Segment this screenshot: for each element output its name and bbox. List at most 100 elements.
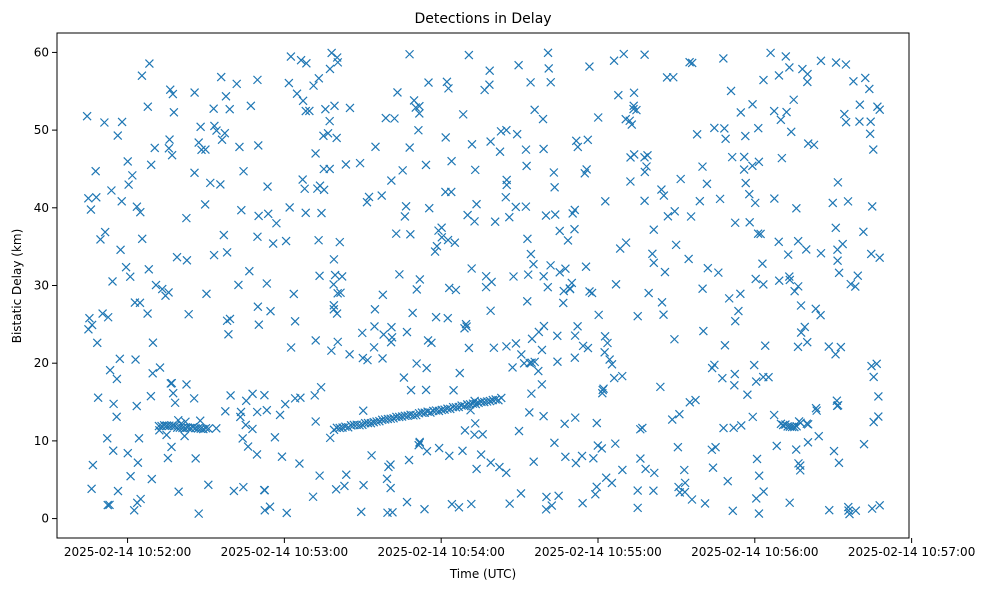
data-point — [585, 62, 594, 71]
data-point — [649, 258, 659, 268]
data-point — [437, 405, 447, 415]
data-point — [756, 229, 766, 239]
data-point — [728, 506, 738, 516]
data-point — [325, 433, 335, 443]
data-point — [803, 437, 813, 447]
data-point — [594, 310, 604, 320]
data-point — [235, 142, 244, 152]
data-point — [236, 407, 246, 417]
data-point — [472, 464, 482, 474]
data-point — [789, 422, 799, 432]
data-point — [290, 316, 300, 326]
data-point — [450, 238, 460, 248]
data-point — [282, 508, 292, 518]
data-point — [553, 357, 562, 367]
data-point — [100, 227, 110, 237]
data-point — [167, 150, 177, 160]
data-point — [454, 502, 464, 512]
data-point — [316, 382, 326, 392]
data-point — [298, 175, 308, 185]
data-point — [232, 79, 242, 89]
data-point — [98, 309, 108, 318]
data-point — [570, 331, 580, 341]
data-point — [580, 168, 590, 178]
data-point — [182, 255, 192, 265]
data-point — [833, 245, 842, 255]
data-point — [495, 147, 505, 157]
data-point — [115, 354, 125, 364]
data-point — [550, 182, 560, 192]
data-point — [758, 259, 767, 269]
data-point — [511, 339, 521, 348]
data-point — [467, 264, 477, 273]
data-point — [751, 377, 761, 386]
data-point — [753, 229, 763, 239]
x-tick-label: 2025-02-14 10:54:00 — [377, 545, 504, 559]
data-point — [99, 118, 109, 127]
data-point — [414, 108, 424, 118]
data-point — [357, 420, 367, 430]
data-point — [841, 60, 851, 69]
data-point — [402, 327, 412, 337]
data-point — [108, 277, 117, 286]
data-point — [526, 249, 536, 259]
data-point — [168, 388, 178, 398]
data-point — [496, 393, 506, 403]
data-point — [832, 401, 842, 411]
data-point — [157, 284, 167, 294]
data-point — [695, 196, 705, 206]
data-point — [394, 269, 404, 279]
data-point — [203, 480, 213, 490]
data-point — [442, 77, 452, 87]
data-point — [600, 347, 610, 357]
data-point — [641, 464, 651, 474]
data-point — [165, 85, 175, 95]
data-point — [132, 401, 142, 411]
data-point — [814, 431, 824, 441]
data-point — [135, 298, 145, 308]
data-point — [849, 76, 858, 86]
data-point — [323, 128, 333, 138]
data-point — [543, 48, 553, 58]
data-point — [301, 208, 311, 218]
data-point — [875, 105, 885, 115]
data-point — [707, 363, 717, 373]
data-point — [748, 99, 757, 109]
data-point — [327, 48, 337, 58]
data-point — [692, 129, 702, 139]
data-point — [330, 101, 339, 111]
data-point — [662, 73, 672, 82]
data-point — [774, 237, 784, 247]
data-point — [329, 300, 339, 310]
data-point — [314, 235, 324, 245]
data-point — [217, 135, 227, 145]
data-point — [252, 407, 262, 417]
y-axis-label: Bistatic Delay (km) — [10, 229, 24, 344]
data-point — [389, 413, 398, 423]
data-point — [366, 418, 376, 428]
data-point — [200, 199, 210, 209]
data-point — [713, 268, 723, 278]
data-point — [311, 417, 321, 426]
data-point — [329, 254, 339, 264]
data-point — [420, 504, 429, 514]
data-point — [386, 414, 396, 424]
data-point — [785, 498, 795, 508]
data-point — [358, 353, 368, 363]
data-point — [729, 380, 739, 390]
data-point — [82, 111, 92, 121]
data-point — [197, 145, 206, 155]
data-point — [526, 389, 536, 399]
data-point — [204, 424, 214, 434]
data-point — [91, 166, 101, 176]
data-point — [444, 283, 454, 293]
data-point — [868, 145, 878, 155]
data-point — [437, 232, 447, 242]
data-point — [744, 189, 754, 199]
data-point — [241, 396, 251, 406]
data-point — [859, 439, 869, 449]
data-point — [791, 445, 801, 454]
data-point — [784, 272, 794, 281]
data-point — [406, 385, 416, 395]
